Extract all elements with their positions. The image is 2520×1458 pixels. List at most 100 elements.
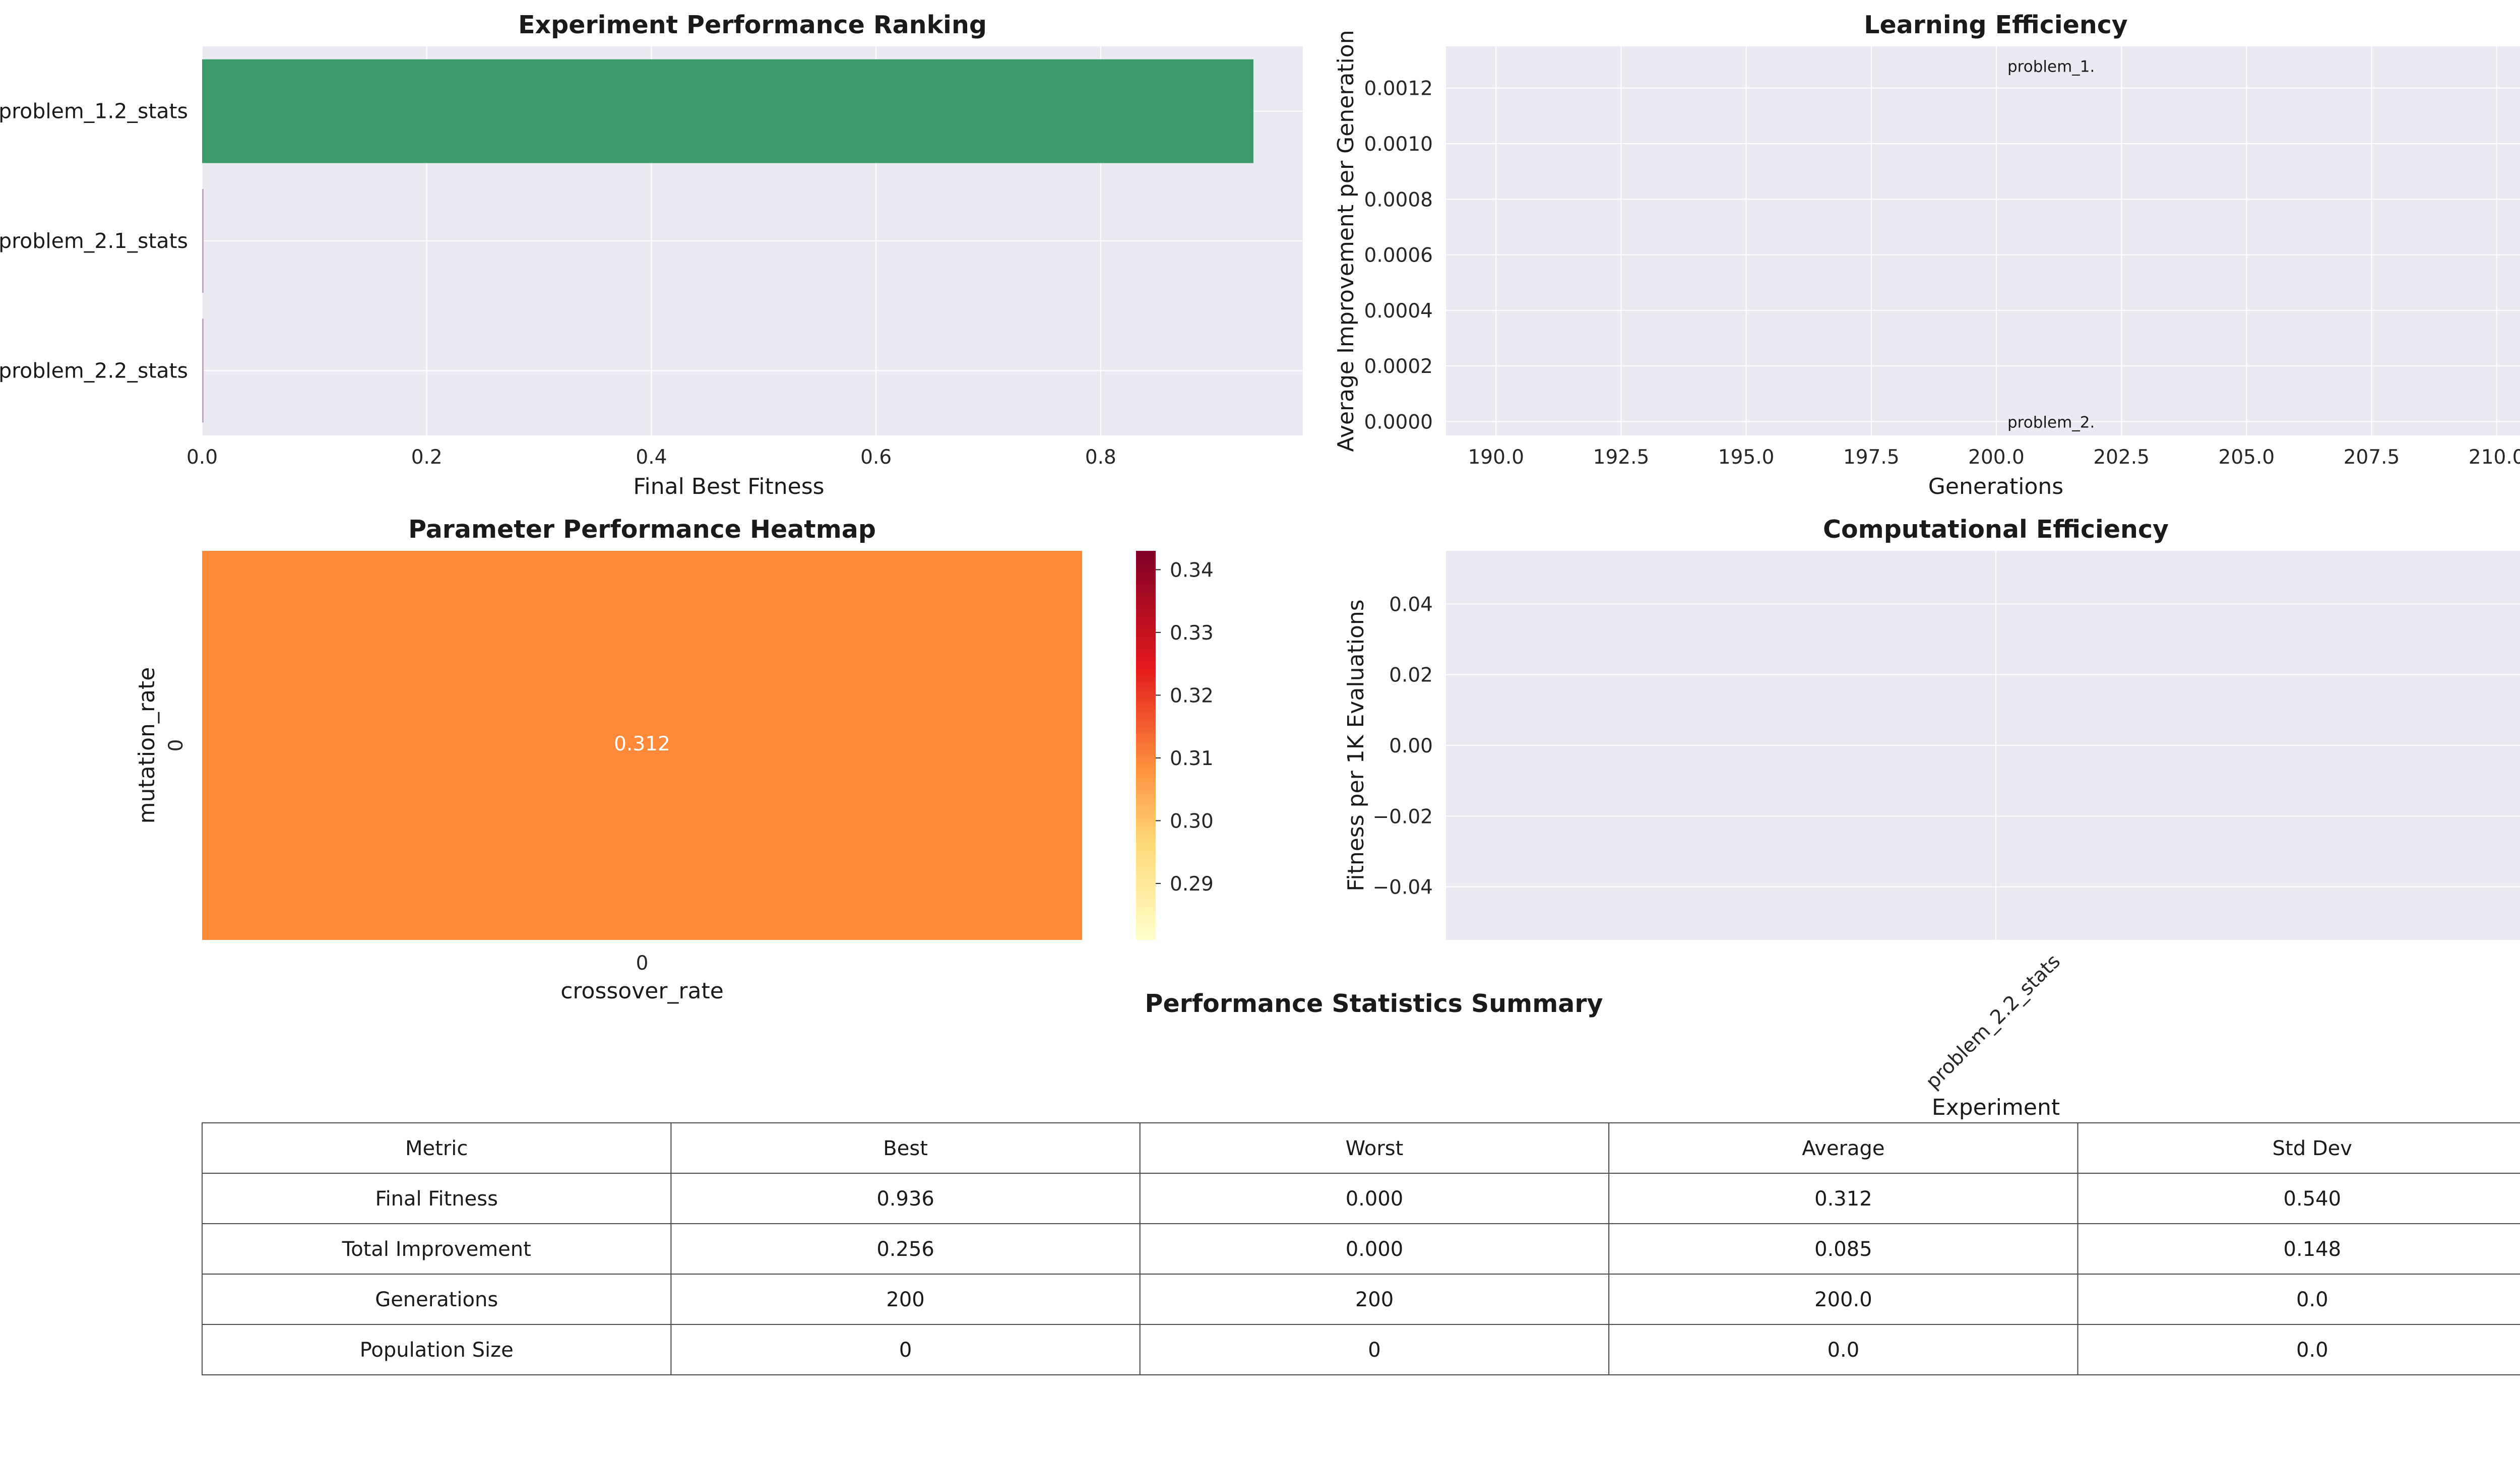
table-header-text: Worst — [1346, 1137, 1404, 1160]
table-cell-text: 0.256 — [876, 1238, 934, 1261]
table-cell — [670, 1274, 1141, 1325]
learning-x-tick: 195.0 — [1718, 446, 1775, 469]
computational-efficiency-chart: 0.04 0.02 0.00 −0.02 −0.04 Computational Eff… — [1343, 515, 2520, 1120]
learning-x-tick: 205.0 — [2219, 446, 2275, 469]
table-cell — [202, 1274, 672, 1325]
table-cell-text: 0.0 — [2296, 1339, 2328, 1362]
table-cell-text: 0.000 — [1346, 1238, 1404, 1261]
learning-x-tick: 192.5 — [1593, 446, 1650, 469]
table-cell — [1139, 1274, 1610, 1325]
table-cell — [1139, 1173, 1610, 1224]
ranking-x-tick: 0.6 — [860, 446, 892, 469]
ranking-chart: problem_1.2_stats problem_2.1_statsproble… — [0, 11, 1303, 499]
table-cell-text: Generations — [375, 1288, 498, 1311]
learning-xlabel: Generations — [1928, 474, 2063, 499]
ranking-x-tick: 0.8 — [1085, 446, 1116, 469]
learning-ylabel: Average Improvement per Generation — [1333, 30, 1359, 452]
heatmap-title: Parameter Performance Heatmap — [408, 515, 876, 544]
table-cell-text: 0.148 — [2284, 1238, 2342, 1261]
heatmap-ylabel: mutation_rate — [134, 667, 160, 824]
table-cell — [670, 1324, 1141, 1375]
learning-y-tick: 0.0012 — [1364, 78, 1433, 100]
computational-y-tick: 0.00 — [1389, 735, 1433, 757]
learning-x-tick: 202.5 — [2093, 446, 2150, 469]
ranking-bar — [202, 189, 204, 293]
colorbar-tick: 0.33 — [1170, 622, 1214, 645]
learning-x-tick: 200.0 — [1968, 446, 2025, 469]
ranking-bar — [202, 59, 1253, 163]
colorbar-tick: 0.34 — [1170, 559, 1214, 582]
ranking-xlabel: Final Best Fitness — [633, 474, 824, 499]
ranking-bar — [202, 319, 204, 423]
table-cell-text: 200 — [886, 1288, 924, 1311]
table-cell-text: Final Fitness — [375, 1187, 497, 1211]
heatmap-y-tick: 0 — [165, 739, 187, 752]
learning-x-tick: 190.0 — [1468, 446, 1524, 469]
learning-point-label: problem_2. — [2007, 413, 2095, 431]
ranking-title: Experiment Performance Ranking — [518, 11, 987, 39]
table-cell-text: Total Improvement — [342, 1238, 531, 1261]
table-header-text: Metric — [405, 1137, 468, 1160]
colorbar-tick: 0.31 — [1170, 747, 1214, 770]
table-cell-text: 0.540 — [2284, 1187, 2342, 1211]
heatmap-cell-value: 0.312 — [614, 733, 670, 755]
ranking-y-tick: problem_2.2_stats — [0, 358, 188, 383]
computational-ylabel: Fitness per 1K Evaluations — [1343, 599, 1369, 891]
ranking-x-tick: 0.0 — [186, 446, 218, 469]
table-cell-text: 0 — [899, 1339, 912, 1362]
table-header-cell — [1608, 1122, 2078, 1174]
learning-y-tick: 0.0006 — [1364, 244, 1433, 267]
heatmap-cell — [202, 551, 1082, 940]
table-cell-text: 0 — [1368, 1339, 1380, 1362]
learning-plot-area — [1446, 46, 2520, 435]
table-header-cell — [2077, 1122, 2520, 1174]
table-cell — [1608, 1223, 2078, 1275]
table-cell — [670, 1173, 1141, 1224]
computational-x-tick: problem_2.2_stats — [1921, 950, 2065, 1094]
learning-y-tick: 0.0002 — [1364, 355, 1433, 378]
learning-x-tick: 210.0 — [2469, 446, 2520, 469]
table-cell — [1608, 1274, 2078, 1325]
statistics-table: Performance Statistics Summary Metric Bes… — [202, 989, 2520, 1375]
colorbar-tick: 0.30 — [1170, 810, 1214, 833]
table-cell-text: 200.0 — [1814, 1288, 1872, 1311]
learning-x-tick: 207.5 — [2344, 446, 2400, 469]
table-cell — [2077, 1324, 2520, 1375]
ranking-y-tick: problem_2.1_stats — [0, 229, 188, 253]
colorbar-tick: 0.29 — [1170, 873, 1214, 896]
table-header-cell — [1139, 1122, 1610, 1174]
ranking-y-tick: problem_1.2_stats — [0, 99, 188, 123]
table-cell — [1139, 1324, 1610, 1375]
computational-title: Computational Efficiency — [1823, 515, 2169, 544]
table-cell — [1608, 1324, 2078, 1375]
table-header-text: Average — [1802, 1137, 1884, 1160]
table-cell-text: 0.936 — [876, 1187, 934, 1211]
learning-efficiency-chart: 190.0 192.5 195.0 197.5 200.0 202.5 205.0 207.5… — [1333, 11, 2520, 499]
table-cell-text: 0.312 — [1814, 1187, 1872, 1211]
table-cell — [202, 1173, 672, 1224]
computational-y-tick: −0.04 — [1372, 876, 1433, 899]
learning-y-tick: 0.0004 — [1364, 300, 1433, 323]
colorbar — [1136, 551, 1156, 940]
table-cell-text: 0.000 — [1346, 1187, 1404, 1211]
table-cell-text: 200 — [1355, 1288, 1394, 1311]
table-cell — [670, 1223, 1141, 1275]
computational-y-tick: 0.04 — [1389, 593, 1433, 616]
computational-y-tick: −0.02 — [1372, 805, 1433, 828]
parameter-heatmap: 0.312 Parameter Performance Heatmap 0 cr… — [134, 515, 1214, 1004]
table-cell-text: 0.085 — [1814, 1238, 1872, 1261]
table-cell — [1139, 1223, 1610, 1275]
table-header-cell — [670, 1122, 1141, 1174]
table-title: Performance Statistics Summary — [1145, 989, 1603, 1018]
heatmap-xlabel: crossover_rate — [560, 978, 724, 1004]
table-header-text: Std Dev — [2273, 1137, 2352, 1160]
table-cell-text: Population Size — [360, 1339, 514, 1362]
heatmap-x-tick: 0 — [636, 952, 649, 975]
table-header-cell — [202, 1122, 672, 1174]
colorbar-tick: 0.32 — [1170, 684, 1214, 707]
computational-y-tick: 0.02 — [1389, 664, 1433, 687]
ranking-x-tick: 0.4 — [636, 446, 667, 469]
table-cell-text: 0.0 — [2296, 1288, 2328, 1311]
table-header-text: Best — [883, 1137, 928, 1160]
